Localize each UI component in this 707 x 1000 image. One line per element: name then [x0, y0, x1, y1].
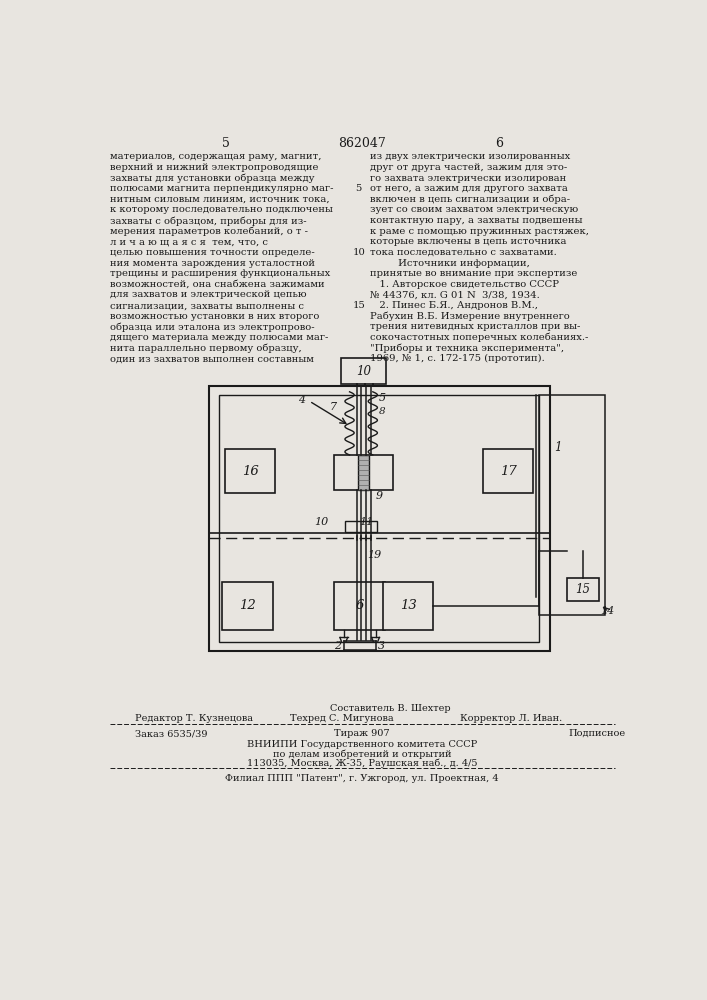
Text: 16: 16 [242, 465, 258, 478]
Text: 2: 2 [334, 641, 341, 651]
Text: Подписное: Подписное [569, 729, 626, 738]
Text: нитным силовым линиям, источник тока,: нитным силовым линиям, источник тока, [110, 195, 329, 204]
Text: 15: 15 [352, 301, 366, 310]
Text: дящего материала между полюсами маг-: дящего материала между полюсами маг- [110, 333, 329, 342]
Text: трения нитевидных кристаллов при вы-: трения нитевидных кристаллов при вы- [370, 322, 580, 331]
Text: 5: 5 [379, 393, 386, 403]
Text: возможностью установки в них второго: возможностью установки в них второго [110, 312, 320, 321]
Text: 15: 15 [575, 583, 590, 596]
Polygon shape [383, 582, 433, 630]
Text: 3: 3 [378, 641, 385, 651]
Polygon shape [223, 582, 273, 630]
Text: ния момента зарождения усталостной: ния момента зарождения усталостной [110, 259, 315, 268]
Text: 6: 6 [495, 137, 503, 150]
Text: нита параллельно первому образцу,: нита параллельно первому образцу, [110, 344, 302, 353]
Text: 113035, Москва, Ж-35, Раушская наб., д. 4/5: 113035, Москва, Ж-35, Раушская наб., д. … [247, 758, 477, 768]
Polygon shape [334, 582, 385, 630]
Text: Источники информации,: Источники информации, [370, 259, 530, 268]
Text: Рабухин В.Б. Измерение внутреннего: Рабухин В.Б. Измерение внутреннего [370, 312, 569, 321]
Text: 1: 1 [554, 441, 561, 454]
Text: Тираж 907: Тираж 907 [334, 729, 390, 738]
Text: к которому последовательно подключены: к которому последовательно подключены [110, 205, 333, 214]
Text: верхний и нижний электропроводящие: верхний и нижний электропроводящие [110, 163, 319, 172]
Text: 4: 4 [298, 395, 305, 405]
Text: к раме с помощью пружинных растяжек,: к раме с помощью пружинных растяжек, [370, 227, 589, 236]
Text: захваты для установки образца между: захваты для установки образца между [110, 174, 315, 183]
Text: Корректор Л. Иван.: Корректор Л. Иван. [460, 714, 563, 723]
Text: один из захватов выполнен составным: один из захватов выполнен составным [110, 354, 314, 363]
Text: зует со своим захватом электрическую: зует со своим захватом электрическую [370, 205, 578, 214]
Text: трещины и расширения функциональных: трещины и расширения функциональных [110, 269, 330, 278]
Text: 5: 5 [356, 184, 362, 193]
Text: 8: 8 [379, 407, 385, 416]
Text: целью повышения точности определе-: целью повышения точности определе- [110, 248, 315, 257]
Text: друг от друга частей, зажим для это-: друг от друга частей, зажим для это- [370, 163, 567, 172]
Text: материалов, содержащая раму, магнит,: материалов, содержащая раму, магнит, [110, 152, 322, 161]
Text: 17: 17 [500, 465, 516, 478]
Text: включен в цепь сигнализации и обра-: включен в цепь сигнализации и обра- [370, 195, 570, 204]
Text: сокочастотных поперечных колебаниях.-: сокочастотных поперечных колебаниях.- [370, 333, 588, 342]
Text: мерения параметров колебаний, о т -: мерения параметров колебаний, о т - [110, 227, 308, 236]
Text: 862047: 862047 [338, 137, 386, 150]
Text: принятые во внимание при экспертизе: принятые во внимание при экспертизе [370, 269, 577, 278]
Text: 1969, № 1, с. 172-175 (прототип).: 1969, № 1, с. 172-175 (прототип). [370, 354, 544, 363]
Text: 6: 6 [356, 599, 364, 612]
Text: контактную пару, а захваты подвешены: контактную пару, а захваты подвешены [370, 216, 582, 225]
Text: л и ч а ю щ а я с я  тем, что, с: л и ч а ю щ а я с я тем, что, с [110, 237, 268, 246]
Text: 9: 9 [376, 491, 383, 501]
Text: Техред С. Мигунова: Техред С. Мигунова [290, 714, 394, 723]
Polygon shape [334, 455, 392, 490]
Text: по делам изобретений и открытий: по делам изобретений и открытий [273, 749, 451, 759]
Text: 12: 12 [239, 599, 256, 612]
Text: от него, а зажим для другого захвата: от него, а зажим для другого захвата [370, 184, 568, 193]
Text: тока последовательно с захватами.: тока последовательно с захватами. [370, 248, 556, 257]
Text: 10: 10 [315, 517, 329, 527]
Text: Заказ 6535/39: Заказ 6535/39 [135, 729, 207, 738]
Text: 5: 5 [221, 137, 230, 150]
Text: ВНИИПИ Государственного комитета СССР: ВНИИПИ Государственного комитета СССР [247, 740, 477, 749]
Text: 7: 7 [330, 402, 337, 412]
Text: Филиал ППП "Патент", г. Ужгород, ул. Проектная, 4: Филиал ППП "Патент", г. Ужгород, ул. Про… [225, 774, 498, 783]
Text: которые включены в цепь источника: которые включены в цепь источника [370, 237, 566, 246]
Text: го захвата электрически изолирован: го захвата электрически изолирован [370, 174, 566, 183]
Text: "Приборы и техника эксперимента",: "Приборы и техника эксперимента", [370, 344, 563, 353]
Polygon shape [358, 455, 369, 490]
Text: для захватов и электрической цепью: для захватов и электрической цепью [110, 290, 307, 299]
Polygon shape [341, 358, 386, 384]
Text: возможностей, она снабжена зажимами: возможностей, она снабжена зажимами [110, 280, 325, 289]
Polygon shape [483, 449, 533, 493]
Text: 2. Пинес Б.Я., Андронов В.М.,: 2. Пинес Б.Я., Андронов В.М., [370, 301, 538, 310]
Text: № 44376, кл. G 01 N  3/38, 1934.: № 44376, кл. G 01 N 3/38, 1934. [370, 290, 539, 299]
Text: 10: 10 [356, 365, 371, 378]
Text: из двух электрически изолированных: из двух электрически изолированных [370, 152, 570, 161]
Text: 11: 11 [360, 517, 374, 527]
Text: 1. Авторское свидетельство СССР: 1. Авторское свидетельство СССР [370, 280, 559, 289]
Text: сигнализации, захваты выполнены с: сигнализации, захваты выполнены с [110, 301, 304, 310]
Text: 13: 13 [399, 599, 416, 612]
Text: 19: 19 [368, 550, 382, 560]
Text: Редактор Т. Кузнецова: Редактор Т. Кузнецова [135, 714, 253, 723]
Text: 10: 10 [352, 248, 366, 257]
Polygon shape [225, 449, 275, 493]
Text: полюсами магнита перпендикулярно маг-: полюсами магнита перпендикулярно маг- [110, 184, 334, 193]
Polygon shape [566, 578, 599, 601]
Text: захваты с образцом, приборы для из-: захваты с образцом, приборы для из- [110, 216, 307, 226]
Polygon shape [345, 521, 378, 532]
Text: 14: 14 [601, 606, 615, 616]
Text: образца или эталона из электропрово-: образца или эталона из электропрово- [110, 322, 315, 332]
Text: Составитель В. Шехтер: Составитель В. Шехтер [330, 704, 451, 713]
